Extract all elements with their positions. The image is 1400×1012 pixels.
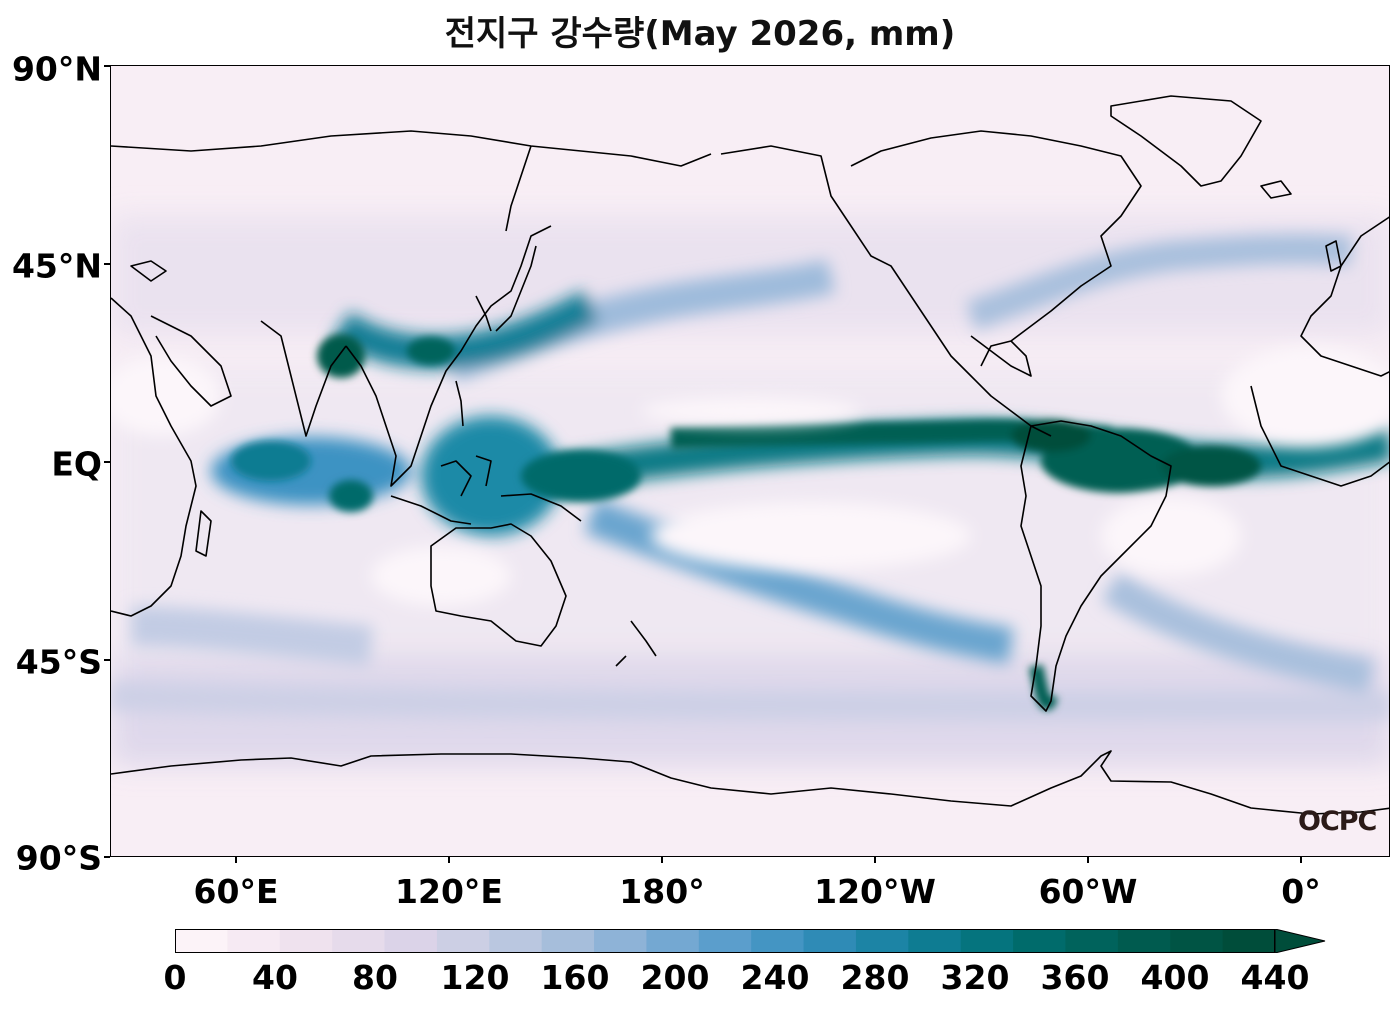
colorbar-segment (698, 929, 752, 953)
tick-0 (1300, 857, 1302, 863)
colorbar (175, 929, 1326, 953)
lat-label-90s: 90°S (15, 838, 102, 878)
tick-120e (448, 857, 450, 863)
tick-60e (235, 857, 237, 863)
colorbar-tick-label: 320 (940, 958, 1010, 997)
colorbar-tick-label: 400 (1140, 958, 1210, 997)
lon-label-120w: 120°W (814, 872, 936, 911)
tick-90n (104, 65, 110, 67)
ocpc-logo: OCPC (1298, 806, 1377, 837)
tick-180 (661, 857, 663, 863)
colorbar-segment (1222, 929, 1276, 953)
lat-label-90n: 90°N (11, 49, 102, 89)
colorbar-tick-label: 40 (252, 958, 298, 997)
colorbar-extend-arrow (1274, 929, 1326, 953)
colorbar-tick-label: 160 (540, 958, 610, 997)
colorbar-segment (1065, 929, 1119, 953)
colorbar-tick-label: 200 (640, 958, 710, 997)
colorbar-segment (908, 929, 962, 953)
colorbar-segment (751, 929, 805, 953)
colorbar-segment (384, 929, 438, 953)
colorbar-segment (960, 929, 1014, 953)
colorbar-segment (541, 929, 595, 953)
lon-label-0: 0° (1281, 872, 1321, 911)
tick-90s (104, 856, 110, 858)
colorbar-segment (489, 929, 543, 953)
colorbar-tick-label: 440 (1240, 958, 1310, 997)
lon-label-60w: 60°W (1038, 872, 1138, 911)
colorbar-outline (175, 929, 1275, 953)
colorbar-tick-label: 120 (440, 958, 510, 997)
colorbar-tick-label: 360 (1040, 958, 1110, 997)
colorbar-segment (279, 929, 333, 953)
tick-60w (1087, 857, 1089, 863)
map-title: 전지구 강수량(May 2026, mm) (444, 14, 956, 54)
colorbar-segment (855, 929, 909, 953)
colorbar-segment (803, 929, 857, 953)
tick-45n (104, 263, 110, 265)
lon-label-60e: 60°E (193, 872, 279, 911)
map-canvas (111, 66, 1389, 856)
colorbar-tick-label: 0 (163, 958, 187, 997)
colorbar-segment (646, 929, 700, 953)
colorbar-segment (1117, 929, 1171, 953)
colorbar-tick-label: 240 (740, 958, 810, 997)
colorbar-segment (1013, 929, 1066, 953)
lat-label-eq: EQ (51, 444, 102, 484)
tick-eq (104, 461, 110, 463)
colorbar-segment (436, 929, 490, 953)
lat-label-45s: 45°S (15, 642, 102, 682)
lon-label-120e: 120°E (395, 872, 503, 911)
colorbar-segment (227, 929, 281, 953)
colorbar-segment (175, 929, 228, 953)
tick-45s (104, 659, 110, 661)
colorbar-segment (1170, 929, 1224, 953)
colorbar-segment (332, 929, 386, 953)
colorbar-segment (594, 929, 647, 953)
precipitation-map (110, 65, 1390, 857)
colorbar-tick-label: 280 (840, 958, 910, 997)
lon-label-180: 180° (619, 872, 705, 911)
lat-label-45n: 45°N (11, 246, 102, 286)
tick-120w (874, 857, 876, 863)
colorbar-tick-label: 80 (352, 958, 398, 997)
